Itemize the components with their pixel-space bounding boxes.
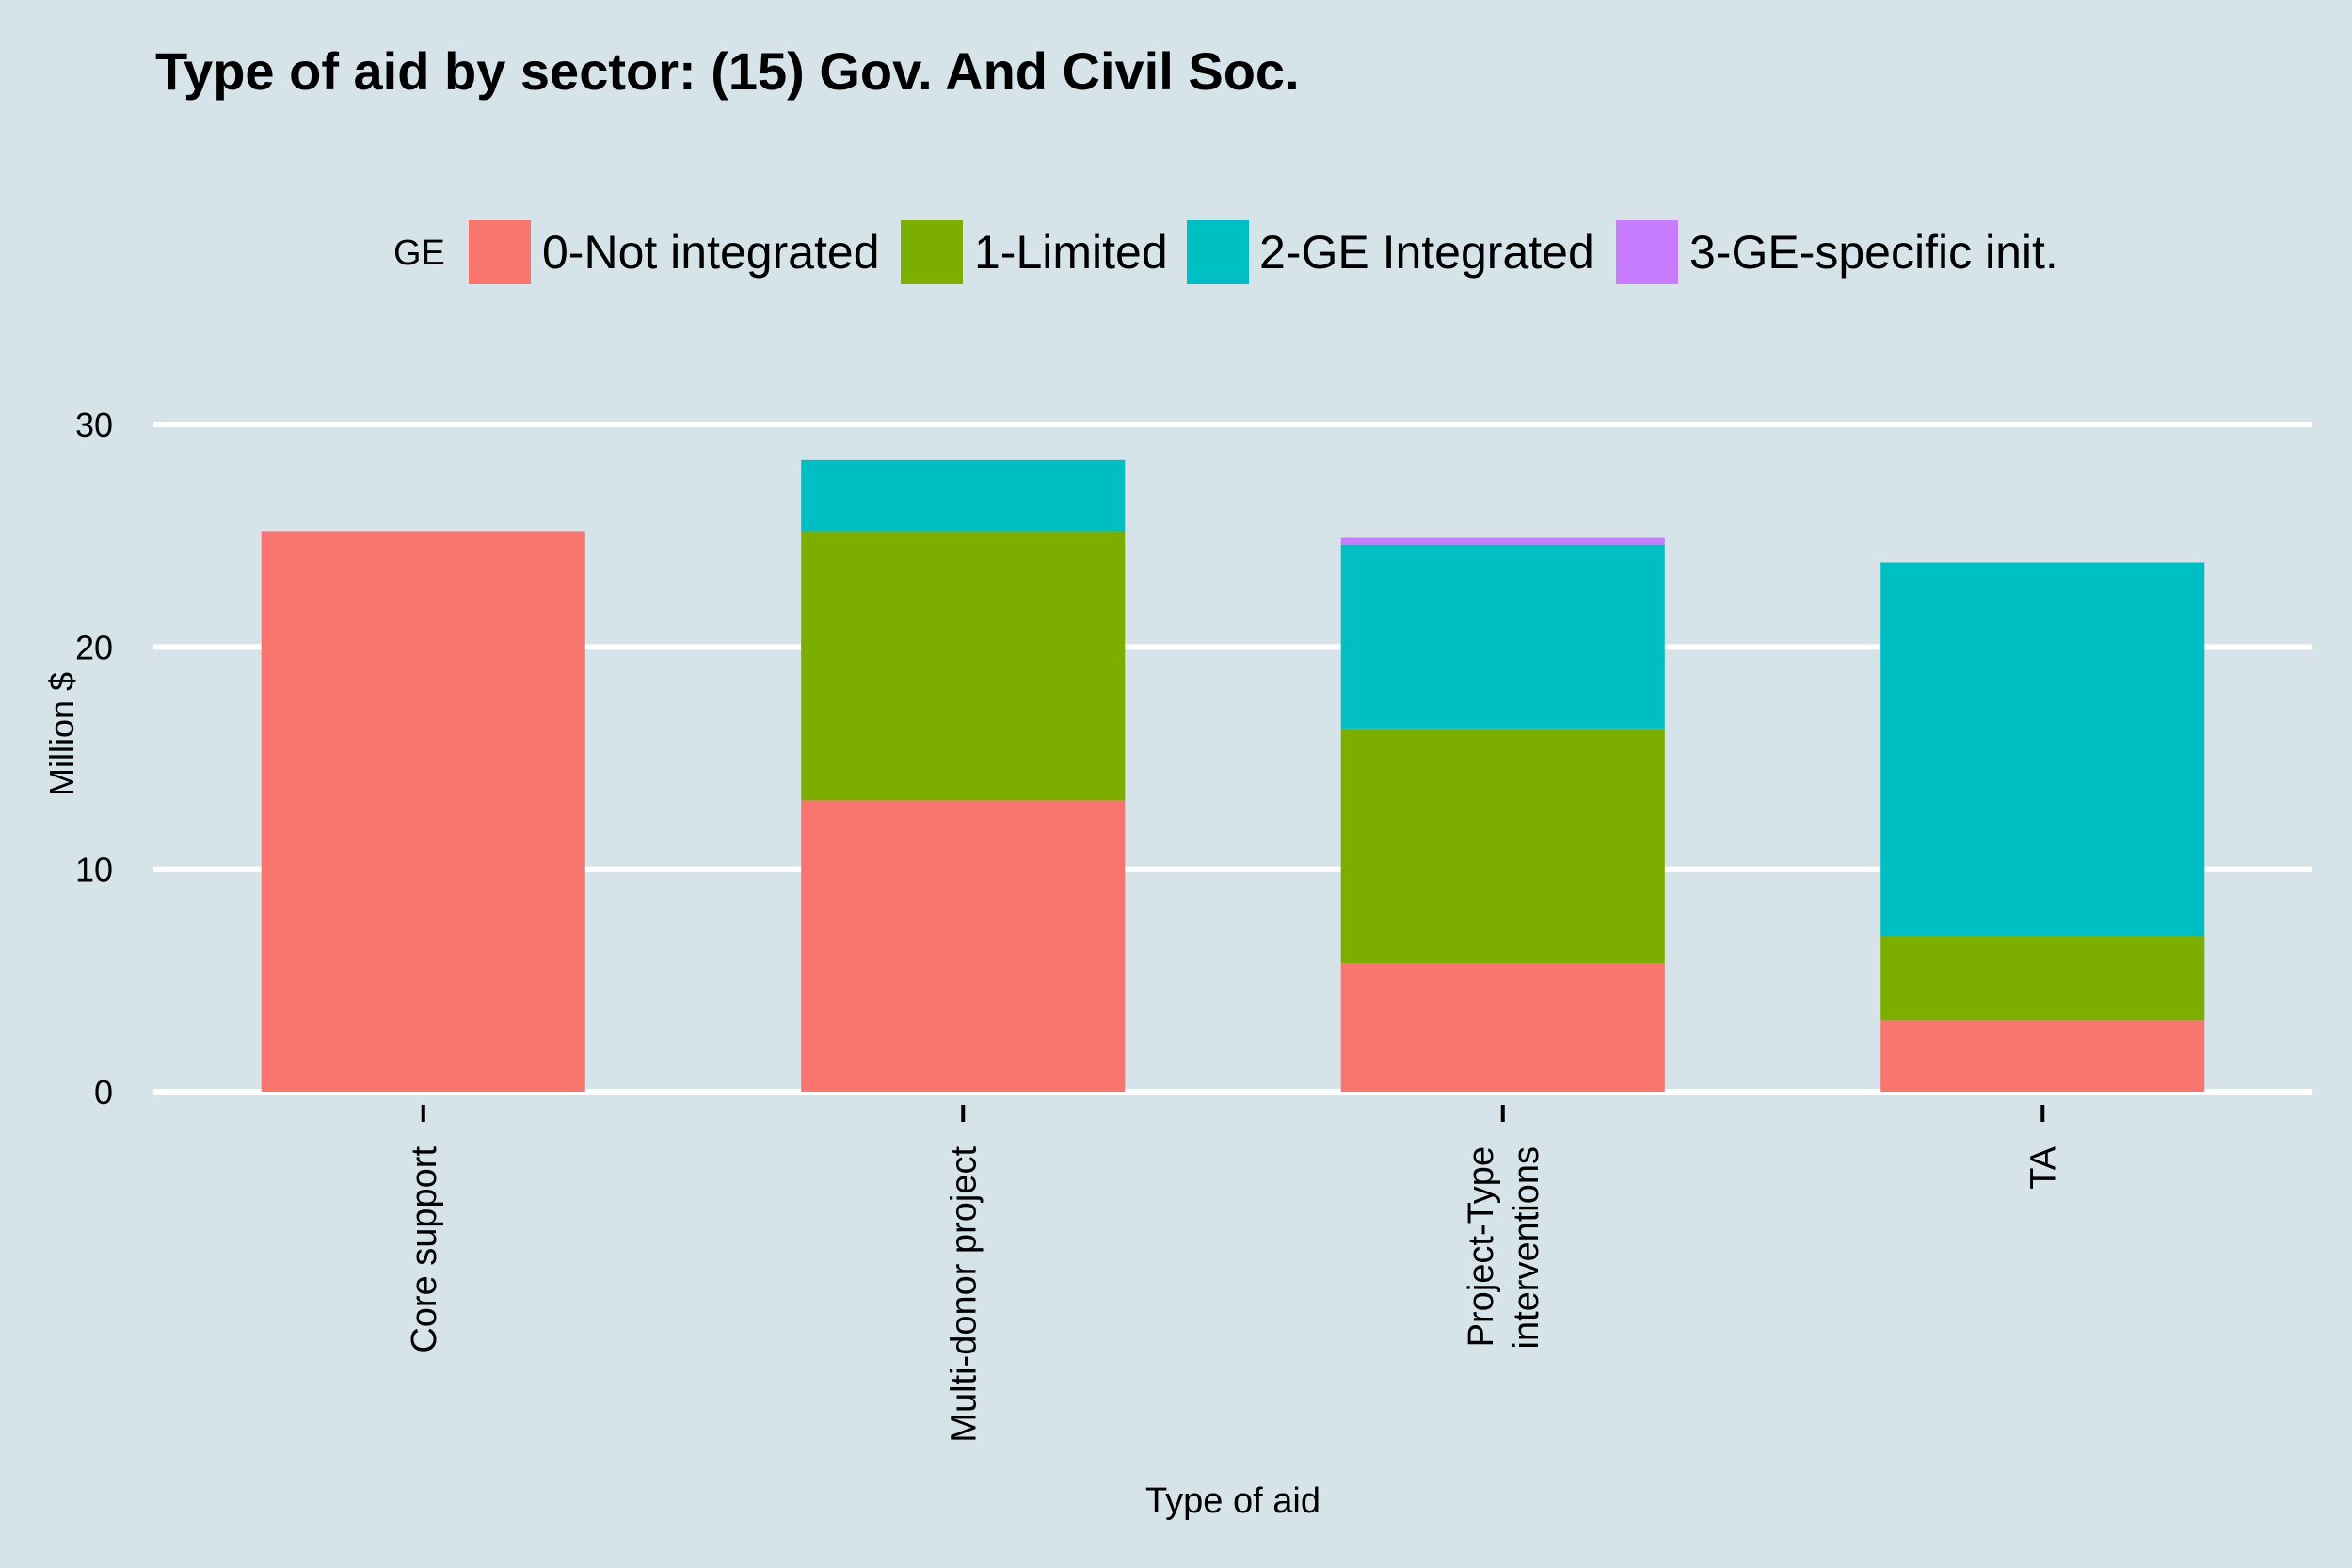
y-tick-label-2: 20 [75, 628, 113, 666]
x-tick-label-0: Core support [405, 1146, 444, 1353]
bars [261, 459, 2205, 1092]
legend-swatch-0 [469, 220, 531, 284]
x-tick-label-1: Multi-donor project [944, 1146, 984, 1443]
bar-segment-1-2 [801, 459, 1126, 532]
bar-segment-2-2 [1340, 544, 1665, 729]
bar-segment-2-1 [1340, 728, 1665, 963]
legend-label-1: 1-Limited [974, 226, 1168, 279]
x-axis-ticks: Core support Multi-donor project Project-T… [405, 1105, 2063, 1443]
x-tick-label-line: Multi-donor project [944, 1146, 984, 1443]
bar-segment-2-3 [1340, 537, 1665, 545]
legend: GE 0-Not integrated 1-Limited 2-GE Integrat… [393, 220, 2058, 284]
bar-segment-3-2 [1880, 562, 2205, 936]
x-tick-label-line: interventions [1507, 1146, 1546, 1349]
legend-label-2: 2-GE Integrated [1259, 226, 1594, 279]
legend-label-3: 3-GE-specific init. [1689, 226, 2058, 279]
y-tick-label-3: 30 [75, 406, 113, 444]
y-axis-label: Million $ [42, 672, 81, 796]
x-tick-label-line: Core support [405, 1146, 444, 1353]
x-tick-label-2: Project-Type interventions [1462, 1146, 1546, 1349]
bar-segment-0-0 [261, 531, 585, 1092]
legend-swatch-1 [901, 220, 963, 284]
y-axis-ticks: 0 10 20 30 [75, 406, 113, 1112]
legend-title: GE [393, 233, 445, 273]
x-axis-label: Type of aid [1145, 1481, 1320, 1521]
x-tick-label-3: TA [2024, 1145, 2063, 1189]
y-tick-label-0: 0 [94, 1073, 113, 1112]
legend-label-0: 0-Not integrated [542, 226, 880, 279]
legend-swatch-2 [1187, 220, 1249, 284]
x-tick-label-line: Project-Type [1462, 1146, 1501, 1347]
legend-swatch-3 [1616, 220, 1678, 284]
bar-segment-2-0 [1340, 962, 1665, 1092]
y-tick-label-1: 10 [75, 851, 113, 889]
bar-segment-3-1 [1880, 936, 2205, 1021]
bar-segment-3-0 [1880, 1020, 2205, 1092]
bar-segment-1-1 [801, 531, 1126, 801]
chart-title: Type of aid by sector: (15) Gov. And Civ… [155, 41, 1300, 101]
bar-segment-1-0 [801, 800, 1126, 1092]
x-tick-label-line: TA [2024, 1145, 2063, 1189]
